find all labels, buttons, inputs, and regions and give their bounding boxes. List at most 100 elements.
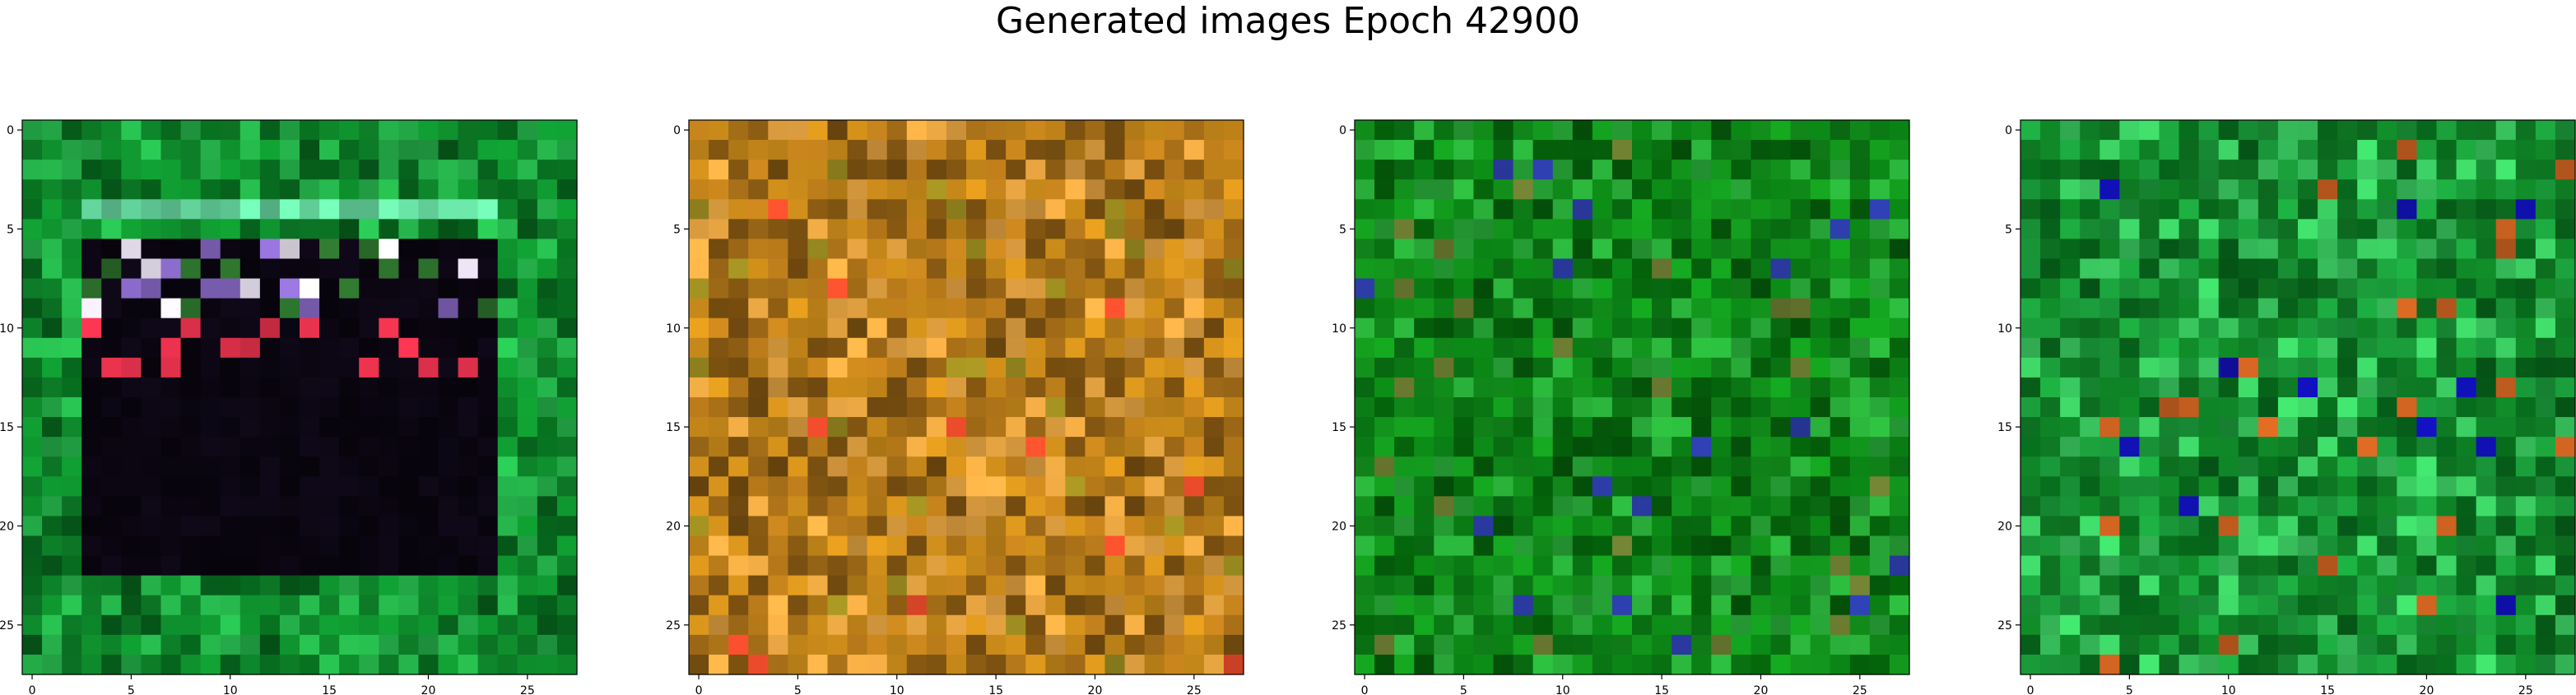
pixel-cell [160, 298, 182, 319]
pixel-cell [2515, 634, 2536, 656]
pixel-cell [556, 160, 578, 180]
pixel-cell [1124, 160, 1146, 180]
pixel-cell [906, 476, 928, 497]
pixel-cell [926, 140, 947, 160]
pixel-cell [1164, 317, 1185, 339]
pixel-cell [788, 417, 809, 438]
pixel-cell [966, 298, 987, 319]
pixel-cell [62, 634, 82, 656]
pixel-cell [926, 397, 947, 418]
pixel-cell [689, 614, 709, 636]
pixel-cell [1394, 160, 1415, 180]
pixel-cell [200, 614, 221, 636]
pixel-cell [1513, 535, 1534, 557]
pixel-cell [458, 417, 479, 438]
pixel-cell [418, 120, 439, 141]
pixel-cell [81, 456, 102, 477]
pixel-cell [847, 258, 868, 280]
pixel-cell [1672, 634, 1692, 656]
pixel-cell [438, 595, 459, 616]
pixel-cell [1025, 555, 1046, 577]
pixel-cell [788, 377, 809, 398]
pixel-cell [2099, 377, 2120, 398]
pixel-cell [438, 298, 459, 319]
pixel-cell [239, 476, 261, 497]
pixel-cell [2337, 337, 2358, 359]
pixel-cell [141, 120, 162, 141]
pixel-cell [1572, 654, 1593, 675]
pixel-cell [1810, 160, 1831, 180]
pixel-cell [101, 417, 122, 438]
pixel-cell [886, 575, 908, 596]
pixel-cell [1045, 258, 1066, 280]
pixel-cell [1611, 516, 1633, 537]
pixel-cell [2495, 456, 2517, 477]
pixel-cell [1830, 437, 1851, 457]
pixel-cell [2080, 357, 2100, 378]
pixel-cell [220, 595, 241, 616]
pixel-cell [1045, 317, 1066, 339]
pixel-cell [556, 258, 578, 280]
pixel-cell [1711, 140, 1732, 160]
pixel-cell [180, 575, 202, 596]
pixel-cell [2139, 160, 2160, 180]
pixel-cell [986, 496, 1007, 517]
pixel-cell [42, 535, 63, 557]
pixel-cell [1632, 160, 1653, 180]
pixel-cell [748, 496, 769, 517]
pixel-cell [1790, 654, 1811, 675]
pixel-cell [1810, 555, 1831, 577]
pixel-cell [1652, 516, 1672, 537]
pixel-cell [986, 337, 1007, 359]
pixel-cell [2080, 535, 2100, 557]
pixel-cell [886, 140, 908, 160]
pixel-cell [2198, 595, 2220, 616]
pixel-cell [359, 179, 379, 200]
y-tick-label: 25 [1997, 619, 2012, 632]
pixel-cell [1849, 595, 1871, 616]
pixel-cell [2159, 555, 2180, 577]
pixel-cell [1453, 417, 1475, 438]
pixel-cell [1672, 496, 1692, 517]
pixel-cell [2377, 278, 2397, 299]
pixel-cell [2020, 397, 2041, 418]
pixel-cell [2257, 614, 2279, 636]
pixel-cell [1513, 239, 1534, 260]
pixel-cell [1810, 397, 1831, 418]
pixel-cell [2277, 654, 2299, 675]
pixel-cell [2277, 476, 2299, 497]
pixel-cell [1711, 614, 1732, 636]
pixel-cell [867, 219, 888, 240]
pixel-cell [517, 140, 538, 160]
pixel-cell [1453, 377, 1475, 398]
pixel-cell [2357, 160, 2378, 180]
pixel-cell [379, 160, 399, 180]
pixel-cell [1592, 575, 1613, 596]
pixel-cell [2060, 317, 2081, 339]
pixel-cell [748, 258, 769, 280]
pixel-cell [1810, 516, 1831, 537]
pixel-cell [1672, 654, 1692, 675]
pixel-cell [1104, 298, 1126, 319]
pixel-cell [2436, 535, 2457, 557]
pixel-cell [1691, 160, 1712, 180]
pixel-cell [1104, 239, 1126, 260]
pixel-cell [1572, 535, 1593, 557]
pixel-cell [788, 654, 809, 675]
pixel-cell [1223, 120, 1244, 141]
pixel-cell [1394, 555, 1415, 577]
pixel-cell [339, 456, 360, 477]
pixel-cell [339, 397, 360, 418]
pixel-cell [22, 595, 43, 616]
pixel-cell [1355, 634, 1375, 656]
pixel-cell [1394, 337, 1415, 359]
pixel-cell [1085, 654, 1106, 675]
pixel-cell [966, 496, 987, 517]
axes-frame [1354, 119, 1910, 675]
pixel-cell [438, 575, 459, 596]
pixel-cell [1691, 516, 1712, 537]
pixel-cell [2277, 160, 2299, 180]
pixel-cell [1552, 317, 1574, 339]
pixel-cell [1144, 535, 1165, 557]
pixel-cell [1473, 555, 1495, 577]
